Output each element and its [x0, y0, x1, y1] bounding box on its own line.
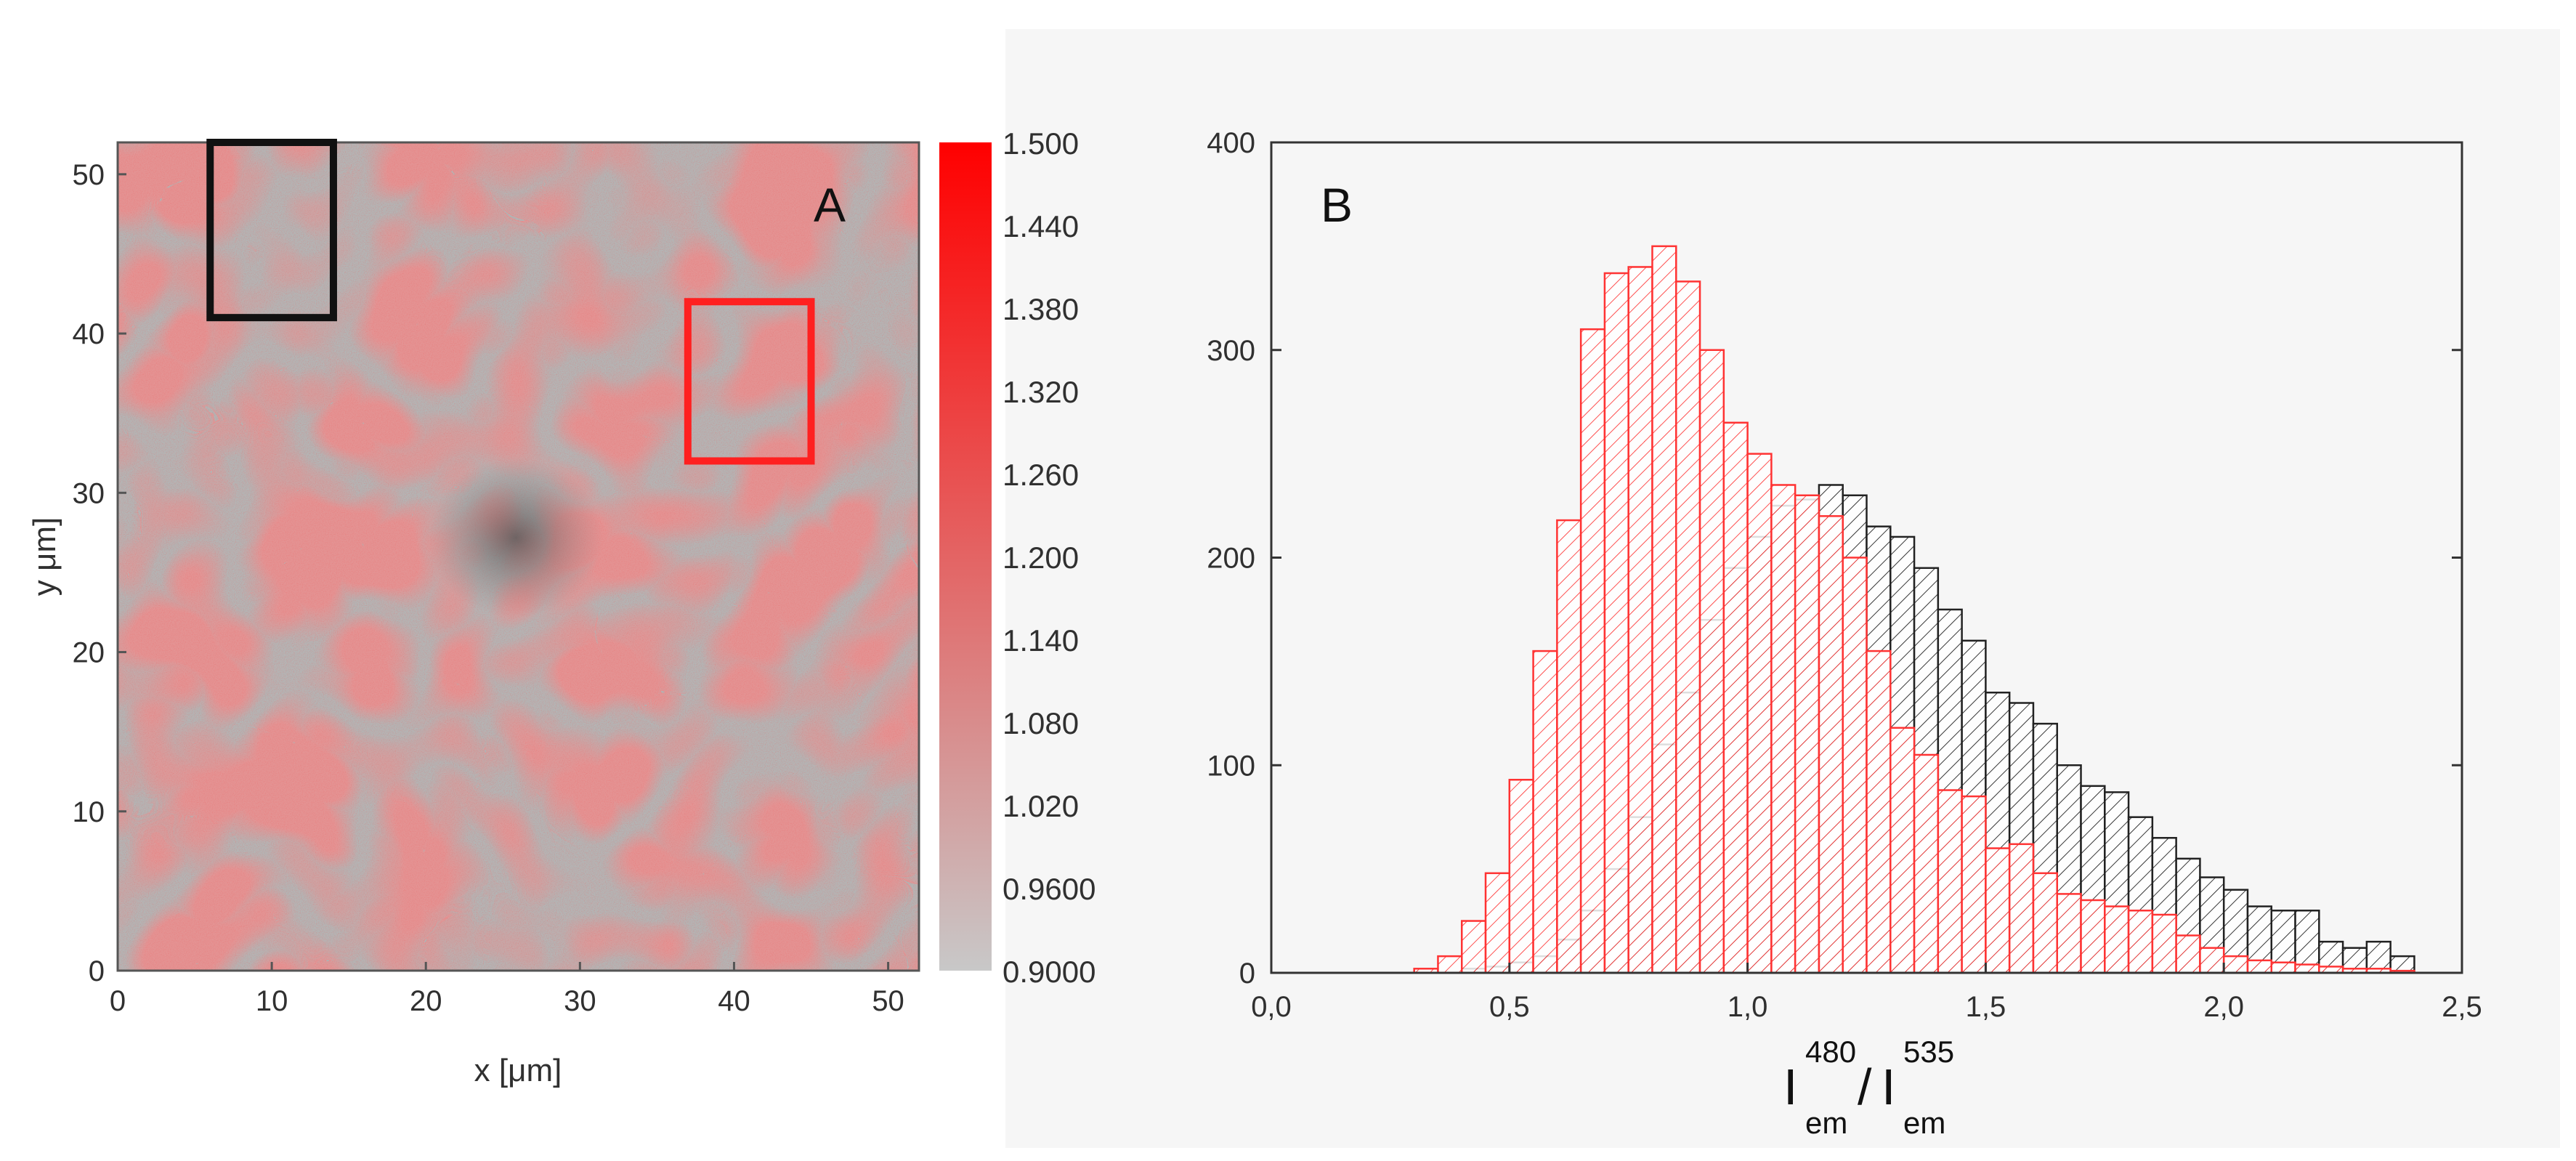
colorbar-tick-label: 1.380 [1003, 292, 1079, 326]
histogram-bar [2222, 955, 2249, 973]
heatmap-y-axis-title: y μm] [27, 517, 62, 596]
colorbar [939, 142, 992, 971]
histogram-x-tick-label: 0,0 [1251, 991, 1292, 1023]
histogram-series-2 [1413, 245, 2415, 973]
heatmap-y-tick-label: 50 [73, 159, 105, 191]
histogram-bar [1770, 484, 1797, 973]
histogram-bar [2104, 905, 2130, 973]
histogram-y-tick-label: 0 [1239, 958, 1255, 990]
red-box-region [684, 298, 815, 465]
x-title-base2: I [1882, 1059, 1895, 1115]
histogram-bar [2199, 947, 2225, 973]
heatmap-y-tick-label: 0 [89, 955, 105, 987]
histogram-bar [1437, 955, 1463, 973]
histogram-bar [2365, 940, 2391, 973]
histogram-bar [1460, 920, 1487, 973]
histogram-y-tick-label: 400 [1207, 127, 1255, 159]
heatmap-frame [116, 141, 920, 972]
histogram-bar [1937, 789, 1963, 973]
histogram-bar [2270, 961, 2296, 973]
histogram-bar [1866, 650, 1892, 973]
histogram-x-tick-label: 1,0 [1728, 991, 1768, 1023]
heatmap-x-tick-label: 0 [110, 985, 126, 1017]
colorbar-tick-label: 1.440 [1003, 209, 1079, 243]
colorbar-tick-label: 1.140 [1003, 623, 1079, 658]
histogram-bar [1579, 328, 1606, 973]
black-box-region [206, 139, 337, 322]
histogram-bar [1818, 515, 1844, 973]
histogram-bar [1913, 753, 1940, 973]
histogram-y-tick-label: 200 [1207, 543, 1255, 575]
colorbar-tick-label: 1.260 [1003, 458, 1079, 492]
x-title-sup1: 480 [1805, 1035, 1856, 1069]
histogram-y-tick-label: 100 [1207, 750, 1255, 782]
heatmap-x-tick-label: 10 [256, 985, 288, 1017]
histogram-bar [2008, 843, 2035, 973]
histogram-x-tick-label: 2,5 [2442, 991, 2482, 1023]
histogram-bar [1746, 453, 1773, 973]
x-title-base1: I [1783, 1059, 1797, 1115]
colorbar-tick-label: 0.9000 [1003, 955, 1095, 989]
heatmap-x-tick-label: 30 [564, 985, 596, 1017]
heatmap-y-tick-label: 30 [73, 477, 105, 509]
histogram-bar [2127, 910, 2154, 973]
x-title-sup2: 535 [1903, 1035, 1954, 1069]
heatmap-x-tick-label: 40 [718, 985, 750, 1017]
panel-a-letter: A [814, 178, 846, 232]
histogram-bar [1842, 557, 1868, 973]
histogram-x-axis-title: I 480 em / I 535 em [1783, 1035, 1954, 1140]
histogram-bar [1508, 779, 1534, 973]
histogram-bar [1675, 280, 1701, 973]
histogram-bar [1961, 795, 1987, 973]
colorbar-tick-label: 0.9600 [1003, 872, 1095, 906]
histogram-bar [2080, 899, 2106, 973]
histogram-bar [2294, 963, 2320, 973]
heatmap-x-tick-label: 50 [872, 985, 904, 1017]
colorbar-tick-label: 1.320 [1003, 375, 1079, 409]
histogram-x-tick-label: 0,5 [1489, 991, 1530, 1023]
histogram-bar [2151, 913, 2177, 973]
histogram-bar [1794, 494, 1820, 973]
histogram-bar [1698, 349, 1725, 973]
histogram-bar [2175, 934, 2201, 973]
panel-b: 0,0 0,5 1,0 1,5 2,0 2,5 0 100 200 300 400 B I 480 … [1207, 127, 2482, 1140]
heatmap-y-tick-label: 40 [73, 318, 105, 350]
panel-a: 0 10 20 30 40 50 0 10 20 30 40 50 A x [μm] y μm] 1.… [27, 126, 1095, 1088]
histogram-bar [1985, 847, 2011, 973]
x-title-slash: / [1858, 1059, 1872, 1115]
colorbar-tick-label: 1.200 [1003, 541, 1079, 575]
histogram-bar [2294, 910, 2320, 973]
histogram-bar [1722, 421, 1749, 973]
colorbar-tick-label: 1.500 [1003, 126, 1079, 161]
histogram-bar [1651, 245, 1677, 973]
heatmap-x-tick-label: 20 [410, 985, 442, 1017]
colorbar-tick-label: 1.020 [1003, 789, 1079, 823]
heatmap-y-tick-label: 20 [73, 637, 105, 669]
histogram-bar [1890, 727, 1916, 973]
histogram-bar [1484, 872, 1511, 973]
histogram-bar [2246, 959, 2273, 973]
histogram-bar [2032, 872, 2058, 973]
histogram-x-tick-label: 1,5 [1966, 991, 2006, 1023]
histogram-bar [2389, 955, 2415, 973]
heatmap-y-tick-label: 10 [73, 796, 105, 828]
histogram-bar [1532, 650, 1558, 973]
x-title-sub2: em [1903, 1106, 1945, 1140]
histogram-y-tick-label: 300 [1207, 335, 1255, 367]
histogram-bar [1556, 519, 1582, 973]
heatmap-x-axis-title: x [μm] [474, 1053, 562, 1088]
colorbar-tick-label: 1.080 [1003, 706, 1079, 740]
histogram-x-tick-label: 2,0 [2203, 991, 2244, 1023]
histogram-bar [1627, 266, 1653, 973]
x-title-sub1: em [1805, 1106, 1847, 1140]
histogram-bar [1603, 272, 1629, 973]
heatmap-dark-spot [429, 458, 603, 618]
panel-b-letter: B [1321, 178, 1353, 232]
histogram-bar [2056, 893, 2082, 973]
